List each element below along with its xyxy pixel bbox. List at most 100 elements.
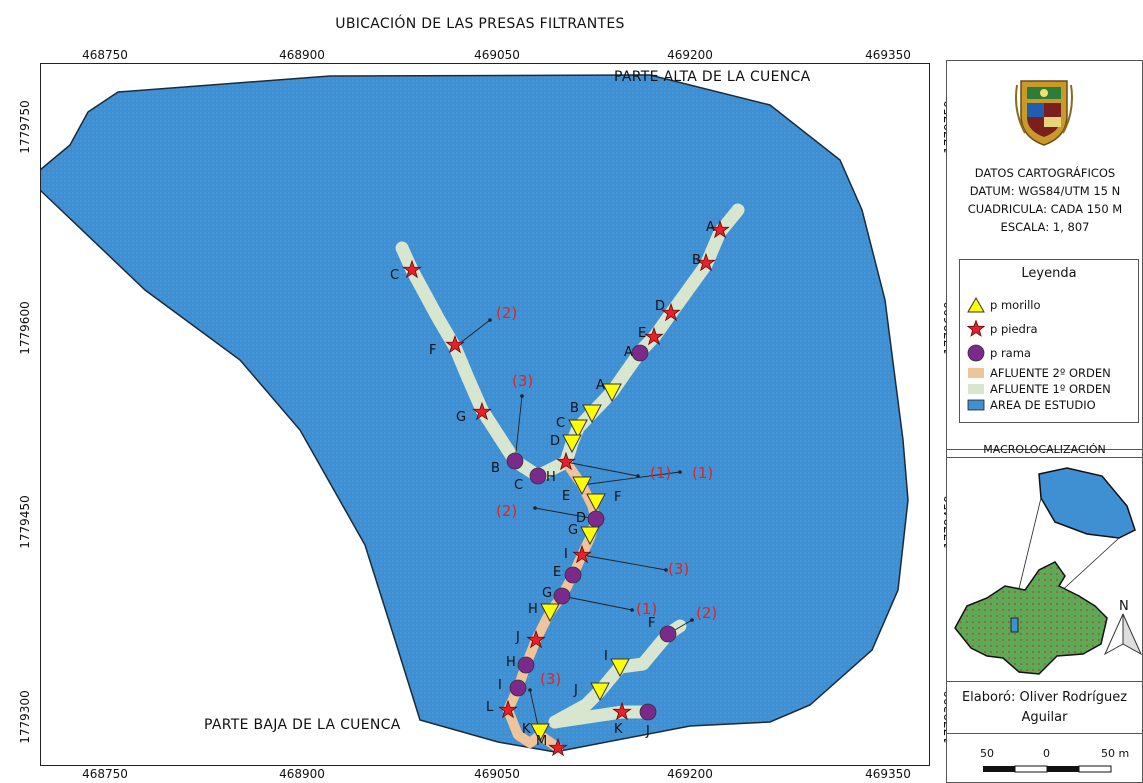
dam-point-piedra[interactable]: C bbox=[390, 259, 422, 283]
annotation-number: (2) bbox=[696, 604, 717, 622]
star-icon bbox=[966, 320, 986, 337]
dam-point-label: J bbox=[515, 630, 520, 645]
legend-label: AREA DE ESTUDIO bbox=[990, 398, 1096, 412]
dam-point-rama[interactable]: J bbox=[639, 703, 657, 739]
x-tick-top: 468750 bbox=[82, 48, 128, 62]
dam-point-label: J bbox=[645, 724, 650, 739]
dam-point-morillo[interactable]: D bbox=[550, 434, 582, 454]
dam-point-morillo[interactable]: A bbox=[596, 378, 622, 403]
macrolocation-title: MACROLOCALIZACIÓN bbox=[983, 443, 1106, 456]
dam-point-rama[interactable]: B bbox=[491, 452, 524, 476]
dam-point-piedra[interactable]: A bbox=[706, 219, 730, 239]
dam-point-rama[interactable]: H bbox=[506, 655, 535, 674]
green-swatch-icon bbox=[966, 381, 986, 397]
dam-point-label: G bbox=[456, 410, 466, 425]
dam-point-label: E bbox=[553, 565, 561, 580]
carto-line: CUADRICULA: CADA 150 M bbox=[967, 202, 1123, 216]
dam-point-morillo[interactable]: K bbox=[522, 722, 550, 743]
scale-label: 50 bbox=[980, 747, 994, 760]
legend-label: p rama bbox=[990, 346, 1031, 360]
x-tick-bottom: 469350 bbox=[865, 767, 911, 781]
dam-point-rama[interactable]: A bbox=[624, 344, 649, 362]
x-tick-top: 469050 bbox=[474, 48, 520, 62]
dam-point-rama[interactable]: E bbox=[553, 565, 582, 584]
x-tick-top: 469200 bbox=[667, 48, 713, 62]
x-tick-bottom: 469200 bbox=[667, 767, 713, 781]
upper-basin-label: PARTE ALTA DE LA CUENCA bbox=[614, 69, 811, 85]
dam-point-rama[interactable]: D bbox=[576, 510, 605, 528]
legend-item-rama: p rama bbox=[966, 344, 1031, 362]
macrolocation-section bbox=[947, 457, 1142, 682]
dam-point-rama[interactable]: F bbox=[648, 616, 677, 643]
dam-point-label: D bbox=[655, 299, 665, 314]
dam-point-morillo[interactable]: B bbox=[570, 401, 602, 424]
dam-point-label: E bbox=[638, 326, 646, 341]
university-seal-icon bbox=[1015, 80, 1073, 146]
dam-point-label: L bbox=[486, 700, 494, 715]
dam-point-morillo[interactable]: C bbox=[556, 416, 588, 439]
dam-point-label: C bbox=[514, 478, 523, 493]
triangle-icon bbox=[966, 297, 986, 313]
annotation-number: (3) bbox=[512, 372, 533, 390]
dam-point-piedra[interactable]: I bbox=[564, 544, 592, 564]
author-line-1: Elaboró: Oliver Rodríguez bbox=[961, 690, 1128, 705]
dam-point-label: I bbox=[604, 649, 608, 664]
dam-point-label: C bbox=[556, 416, 565, 431]
dam-point-piedra[interactable]: G bbox=[456, 401, 492, 425]
legend-label: AFLUENTE 1º ORDEN bbox=[990, 382, 1111, 396]
dam-point-morillo[interactable]: H bbox=[528, 602, 560, 623]
annotation-dots bbox=[488, 318, 694, 692]
y-tick-left: 1779600 bbox=[18, 301, 32, 355]
dam-point-rama[interactable]: G bbox=[542, 586, 571, 605]
dam-point-label: K bbox=[614, 722, 623, 737]
scale-label: 0 bbox=[1043, 747, 1050, 760]
dam-point-piedra[interactable]: J bbox=[515, 629, 546, 649]
dam-point-label: M bbox=[536, 734, 547, 749]
legend-title: Leyenda bbox=[1021, 266, 1077, 281]
y-tick-left: 1779450 bbox=[18, 495, 32, 549]
dam-point-piedra[interactable]: K bbox=[612, 701, 632, 737]
north-arrow-icon bbox=[1103, 613, 1124, 656]
dam-point-piedra[interactable]: F bbox=[429, 334, 465, 358]
dam-point-morillo[interactable]: I bbox=[604, 649, 630, 678]
dam-point-piedra[interactable]: M bbox=[536, 734, 568, 757]
y-tick-left: 1779300 bbox=[18, 690, 32, 744]
dam-point-piedra[interactable]: D bbox=[655, 299, 681, 322]
dam-point-piedra[interactable]: E bbox=[638, 326, 664, 346]
dam-point-label: G bbox=[542, 586, 552, 601]
author-credit: Elaboró: Oliver Rodríguez Aguilar bbox=[947, 688, 1142, 728]
dam-point-piedra[interactable]: B bbox=[692, 252, 716, 272]
dam-point-label: G bbox=[568, 523, 578, 538]
annotation-number: (3) bbox=[540, 670, 561, 688]
dam-point-morillo[interactable]: F bbox=[586, 490, 621, 513]
dam-point-label: H bbox=[546, 470, 556, 485]
annotation-number: (1) bbox=[650, 464, 671, 482]
dam-point-piedra[interactable]: L bbox=[486, 699, 518, 719]
dam-point-label: F bbox=[648, 616, 655, 631]
x-tick-bottom: 468750 bbox=[82, 767, 128, 781]
dam-point-rama[interactable]: I bbox=[498, 678, 527, 697]
legend-item-afluente-2: AFLUENTE 2º ORDEN bbox=[966, 364, 1111, 382]
dam-point-morillo[interactable]: G bbox=[568, 523, 600, 546]
author-divider bbox=[947, 733, 1142, 734]
dam-point-label: A bbox=[596, 378, 605, 393]
carto-section bbox=[947, 61, 1142, 450]
municipality-polygon bbox=[954, 561, 1108, 675]
dam-point-rama[interactable]: C bbox=[514, 467, 547, 493]
dam-point-label: H bbox=[506, 655, 516, 670]
x-tick-bottom: 469050 bbox=[474, 767, 520, 781]
y-tick-left: 1779750 bbox=[18, 100, 32, 154]
dam-point-label: E bbox=[562, 489, 570, 504]
scale-label: 50 m bbox=[1101, 747, 1130, 760]
dam-point-morillo[interactable]: J bbox=[573, 682, 610, 702]
dam-point-label: I bbox=[564, 547, 568, 562]
dam-point-morillo[interactable]: E bbox=[562, 476, 592, 504]
carto-line: DATOS CARTOGRÁFICOS bbox=[974, 166, 1116, 180]
dam-point-label: B bbox=[570, 401, 579, 416]
annotation-layer: (2) (3) (1) (1) (2) (3) (1) (2) (3) bbox=[496, 304, 717, 688]
annotation-number: (1) bbox=[692, 464, 713, 482]
dam-point-piedra[interactable]: H bbox=[546, 451, 576, 485]
